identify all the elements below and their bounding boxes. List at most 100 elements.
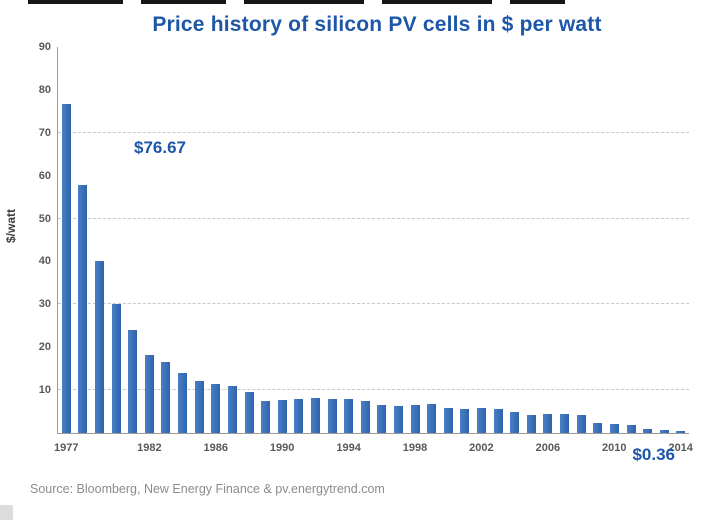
bar-1978 — [78, 184, 88, 433]
gridline-70 — [58, 131, 689, 133]
bar-1994 — [344, 399, 354, 433]
clipped-top-content — [28, 0, 565, 4]
bar-1989 — [261, 400, 271, 433]
bar-1998 — [410, 404, 420, 433]
bar-slot-1983 — [158, 47, 175, 433]
bar-slot-1980 — [108, 47, 125, 433]
bar-slot-1995 — [357, 47, 374, 433]
bar-1980 — [111, 304, 121, 433]
y-tick-label-20: 20 — [38, 341, 51, 354]
y-tick-label-70: 70 — [38, 126, 51, 139]
bar-slot-1990 — [274, 47, 291, 433]
y-tick-label-40: 40 — [38, 255, 51, 268]
bar-slot-2008 — [573, 47, 590, 433]
x-tick-label-1990: 1990 — [269, 442, 295, 454]
bar-slot-2010 — [606, 47, 623, 433]
x-tick-label-1994: 1994 — [336, 442, 361, 454]
bar-1992 — [310, 397, 320, 433]
bar-2004 — [510, 412, 520, 433]
bar-1993 — [327, 398, 337, 433]
bar-2006 — [543, 413, 553, 433]
clipped-segment — [510, 0, 565, 4]
source-note: Source: Bloomberg, New Energy Finance & … — [30, 482, 385, 496]
clipped-segment — [382, 0, 492, 4]
x-tick-label-2010: 2010 — [602, 442, 627, 454]
gridline-30 — [58, 303, 689, 305]
bar-1991 — [294, 398, 304, 433]
bar-slot-1986 — [207, 47, 224, 433]
y-tick-label-80: 80 — [38, 83, 51, 96]
bar-slot-1982 — [141, 47, 158, 433]
bar-slot-1981 — [124, 47, 141, 433]
bar-1987 — [227, 385, 237, 433]
bar-slot-2011 — [623, 47, 640, 433]
bar-slot-1991 — [291, 47, 308, 433]
bar-1986 — [211, 383, 221, 433]
annotation-first-value: $76.67 — [134, 138, 186, 157]
bar-slot-2012 — [639, 47, 656, 433]
bar-1982 — [144, 354, 154, 433]
bar-1983 — [161, 362, 171, 433]
bar-1995 — [360, 401, 370, 433]
bar-series — [58, 47, 689, 433]
clipped-segment — [244, 0, 364, 4]
bar-slot-2003 — [490, 47, 507, 433]
bar-2010 — [609, 424, 619, 433]
x-tick-label-2006: 2006 — [535, 442, 561, 454]
plot-area: 10 20 30 40 50 60 70 80 90 1977 1982 1986 1990 1994 1… — [39, 41, 693, 464]
x-tick-label-1977: 1977 — [54, 442, 79, 454]
y-axis-title: $/watt — [4, 208, 19, 244]
x-tick-label-1998: 1998 — [402, 442, 428, 454]
bar-slot-1994 — [340, 47, 357, 433]
bar-2012 — [643, 428, 653, 433]
bar-2008 — [576, 415, 586, 433]
bar-slot-2006 — [540, 47, 557, 433]
bar-2001 — [460, 408, 470, 433]
bar-slot-1998 — [407, 47, 424, 433]
annotation-last-value: $0.36 — [632, 445, 675, 464]
bar-1985 — [194, 380, 204, 433]
bar-slot-2001 — [457, 47, 474, 433]
bar-slot-1978 — [75, 47, 92, 433]
bar-slot-1979 — [91, 47, 108, 433]
bar-1984 — [178, 372, 188, 433]
bar-slot-2002 — [473, 47, 490, 433]
gridline-10 — [58, 389, 689, 391]
x-tick-label-1986: 1986 — [203, 442, 228, 454]
clipped-segment — [28, 0, 123, 4]
bar-slot-2014 — [673, 47, 690, 433]
gridline-50 — [58, 217, 689, 219]
bar-2014 — [676, 431, 686, 433]
bar-1999 — [427, 403, 437, 433]
bar-slot-1984 — [174, 47, 191, 433]
clipped-corner-mark — [0, 505, 13, 520]
bar-2013 — [659, 429, 669, 433]
clipped-segment — [141, 0, 226, 4]
bar-slot-2000 — [440, 47, 457, 433]
y-tick-label-10: 10 — [38, 384, 51, 397]
bar-slot-1977 — [58, 47, 75, 433]
bar-slot-2004 — [506, 47, 523, 433]
bar-slot-1987 — [224, 47, 241, 433]
bar-slot-2013 — [656, 47, 673, 433]
x-tick-label-2014: 2014 — [668, 442, 693, 454]
bar-slot-1993 — [324, 47, 341, 433]
bar-slot-1997 — [390, 47, 407, 433]
y-tick-label-50: 50 — [38, 212, 51, 225]
bar-1997 — [393, 406, 403, 433]
bar-slot-2009 — [590, 47, 607, 433]
bar-slot-1999 — [423, 47, 440, 433]
bar-slot-2005 — [523, 47, 540, 433]
bar-1981 — [128, 330, 138, 433]
y-tick-label-60: 60 — [38, 169, 51, 182]
y-tick-label-90: 90 — [38, 41, 51, 53]
bar-slot-1996 — [374, 47, 391, 433]
bar-2003 — [493, 408, 503, 433]
bar-2000 — [443, 408, 453, 433]
x-tick-label-2002: 2002 — [469, 442, 494, 454]
bar-slot-1989 — [257, 47, 274, 433]
bar-1996 — [377, 405, 387, 433]
bar-2007 — [560, 414, 570, 433]
bar-slot-1988 — [241, 47, 258, 433]
bar-1977 — [61, 104, 71, 433]
